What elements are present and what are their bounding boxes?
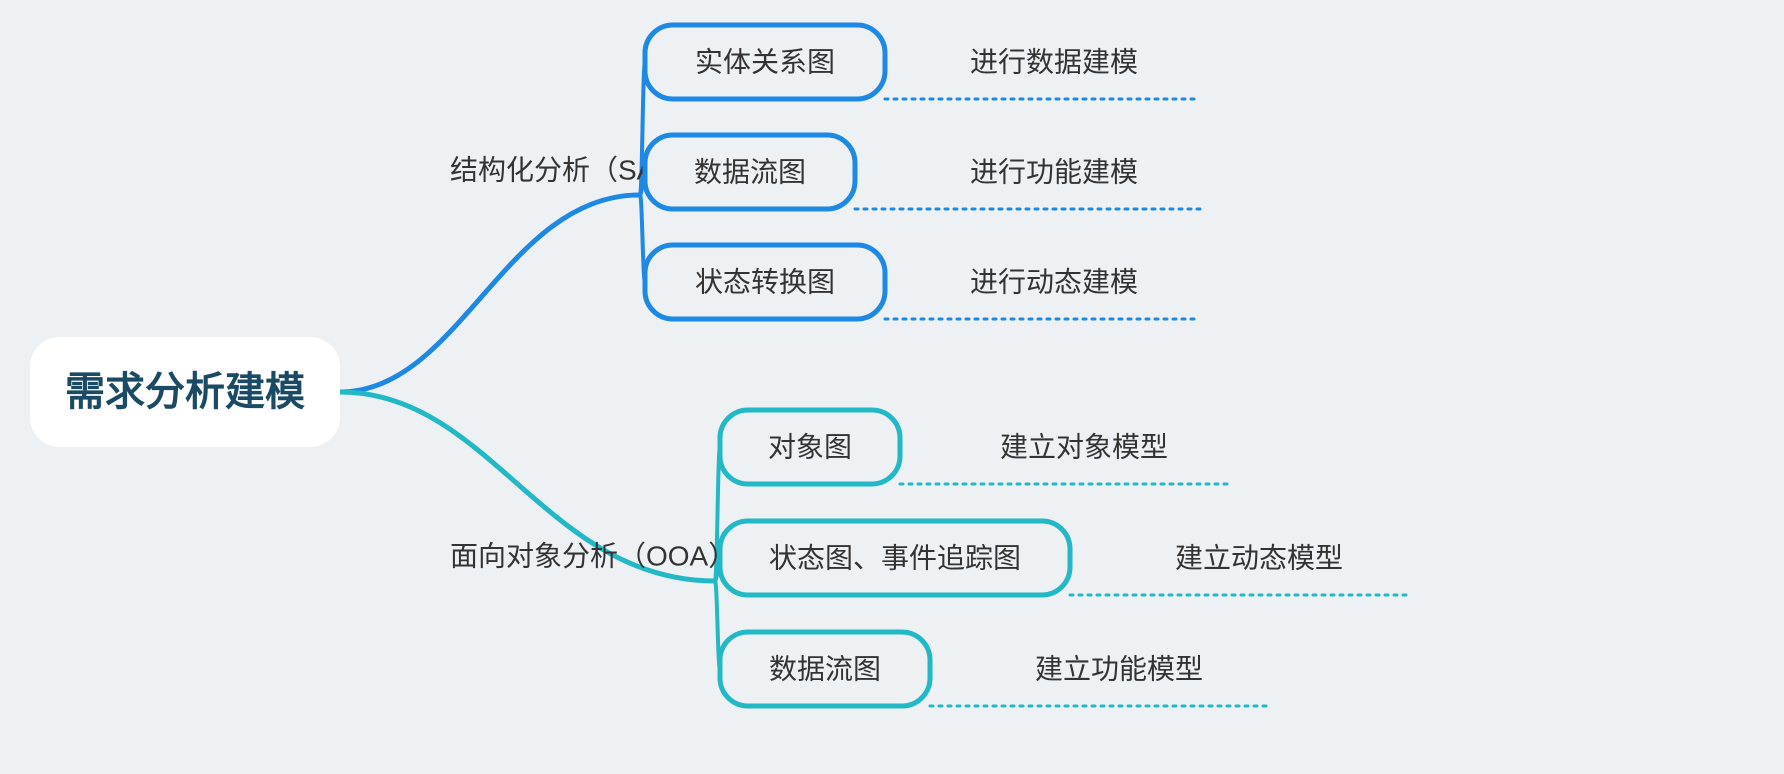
- leaf-note: 进行数据建模: [970, 47, 1138, 78]
- leaf-label: 对象图: [768, 432, 852, 463]
- branch-label: 面向对象分析（OOA）: [450, 541, 736, 572]
- leaf-note: 进行动态建模: [970, 267, 1138, 298]
- leaf-note: 建立动态模型: [1175, 543, 1343, 574]
- root-label: 需求分析建模: [65, 370, 305, 414]
- leaf-label: 状态转换图: [695, 267, 835, 298]
- leaf-note: 进行功能建模: [970, 157, 1138, 188]
- leaf-note: 建立功能模型: [1035, 654, 1203, 685]
- leaf-label: 数据流图: [769, 654, 881, 685]
- leaf-label: 状态图、事件追踪图: [769, 543, 1021, 574]
- leaf-note: 建立对象模型: [1000, 432, 1168, 463]
- leaf-label: 实体关系图: [695, 47, 835, 78]
- mindmap-canvas: 需求分析建模结构化分析（SA）面向对象分析（OOA）实体关系图进行数据建模数据流…: [0, 0, 1784, 774]
- leaf-label: 数据流图: [694, 157, 806, 188]
